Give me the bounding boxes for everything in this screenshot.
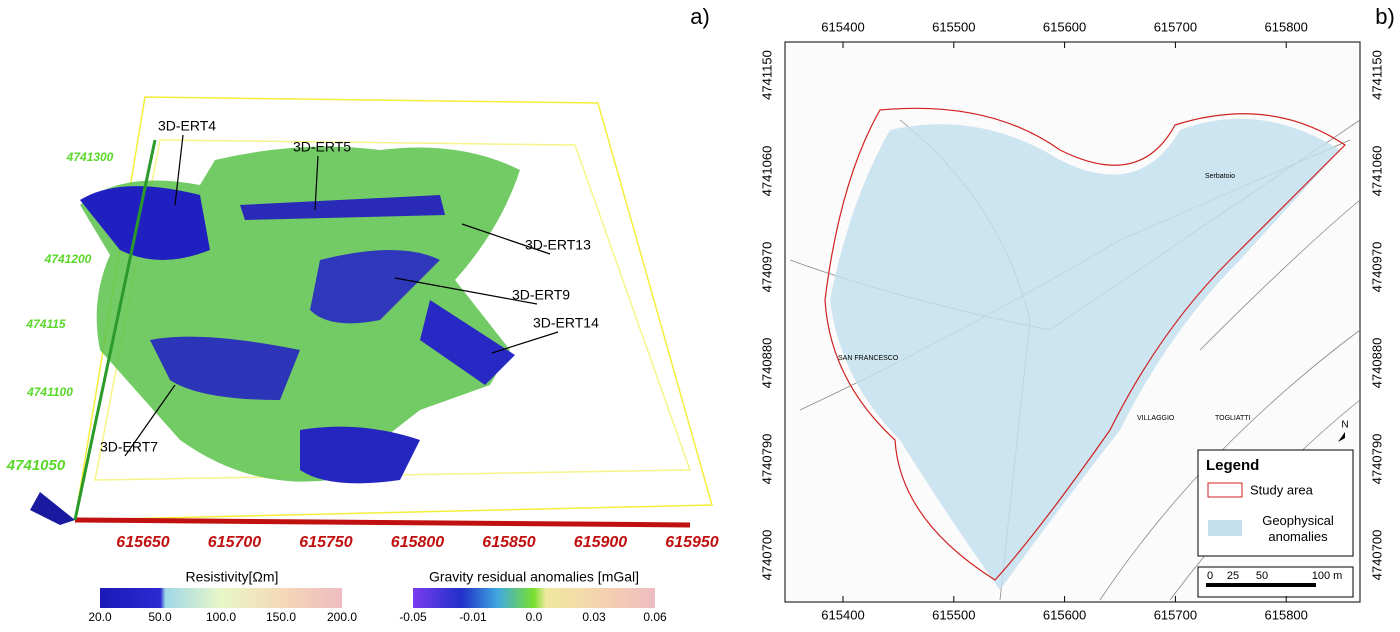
panel-label: a) [690, 4, 710, 29]
x-axis-label: 615800 [1265, 19, 1308, 34]
y-axis-label: 4741150 [1369, 50, 1384, 100]
gravity-colorbar [413, 588, 655, 608]
y-axis-label: 4740790 [1369, 434, 1384, 485]
y-axis-label: 4741100 [26, 385, 73, 399]
y-axis-label: 4740970 [759, 242, 774, 293]
figure: a) Resistivity[Ωm] Gravity residual anom… [0, 0, 1400, 627]
y-axis-label: 4740970 [1369, 242, 1384, 293]
x-axis-label: 615600 [1043, 607, 1086, 622]
x-axis-label: 615700 [1154, 19, 1197, 34]
colorbar-tick-label: 100.0 [206, 610, 236, 624]
y-axis-label: 4741300 [66, 150, 114, 164]
x-axis-label: 615400 [821, 19, 864, 34]
scale-label: 25 [1227, 570, 1239, 582]
resistivity-volume [80, 147, 520, 484]
annotation: 3D-ERT4 [158, 118, 216, 134]
annotation: 3D-ERT14 [533, 315, 599, 331]
y-axis-label: 4741150 [759, 50, 774, 100]
x-axis-label: 615700 [208, 534, 261, 551]
colorbar-title: Gravity residual anomalies [mGal] [429, 569, 639, 585]
annotation: 3D-ERT7 [100, 439, 158, 455]
colorbar-tick-label: -0.05 [399, 610, 427, 624]
x-axis-label: 615750 [299, 534, 352, 551]
panel-label: b) [1375, 4, 1395, 29]
colorbar-tick-label: 50.0 [148, 610, 172, 624]
annotation: 3D-ERT5 [293, 139, 351, 155]
colorbar-tick-label: 0.03 [582, 610, 606, 624]
resistivity-colorbar [100, 588, 342, 608]
x-axis-label: 615600 [1043, 19, 1086, 34]
place-name: VILLAGGIO [1137, 415, 1175, 422]
scale-bar [1206, 583, 1316, 587]
colorbar-tick-label: 0.06 [643, 610, 667, 624]
y-axis-label: 4740700 [1369, 530, 1384, 581]
x-axis-label: 615400 [821, 607, 864, 622]
place-name: SAN FRANCESCO [838, 355, 899, 362]
y-axis-label: 4741060 [1369, 146, 1384, 197]
x-axis-label: 615650 [116, 534, 169, 551]
north-arrow: N [1341, 420, 1348, 431]
place-name: TOGLIATTI [1215, 415, 1251, 422]
annotation: 3D-ERT13 [525, 237, 591, 253]
x-axis-label: 615800 [1265, 607, 1308, 622]
legend-item: Study area [1250, 482, 1314, 497]
scale-label: 50 [1256, 570, 1268, 582]
x-axis-label: 615700 [1154, 607, 1197, 622]
scale-label: 0 [1207, 570, 1213, 582]
place-name: Serbatoio [1205, 173, 1235, 180]
x-axis-label: 615900 [574, 534, 627, 551]
y-axis-label: 4741200 [44, 252, 92, 266]
legend-item: Geophysical anomalies [1248, 513, 1348, 545]
x-axis-label: 615850 [482, 534, 535, 551]
scale-label: 100 m [1312, 570, 1343, 582]
colorbar-title: Resistivity[Ωm] [186, 569, 279, 585]
x-axis-label: 615500 [932, 607, 975, 622]
y-axis-label: 474115 [25, 317, 65, 331]
legend-title: Legend [1206, 457, 1259, 474]
annotation: 3D-ERT9 [512, 287, 570, 303]
legend-item-wrap: Geophysical anomalies [1248, 513, 1348, 549]
y-axis-label: 4740880 [1369, 338, 1384, 389]
x-axis-label: 615800 [391, 534, 444, 551]
colorbar-tick-label: 150.0 [266, 610, 296, 624]
colorbar-tick-label: 0.0 [526, 610, 543, 624]
y-axis-label: 4741060 [759, 146, 774, 197]
y-axis-label: 4740700 [759, 530, 774, 581]
colorbar-tick-label: 20.0 [88, 610, 112, 624]
y-axis-label: 4740790 [759, 434, 774, 485]
y-axis-label: 4740880 [759, 338, 774, 389]
x-axis-label: 615500 [932, 19, 975, 34]
legend-swatch [1208, 520, 1242, 536]
colorbar-tick-label: -0.01 [459, 610, 487, 624]
y-axis-label: 4741050 [6, 457, 66, 474]
colorbar-tick-label: 200.0 [327, 610, 357, 624]
x-axis-label: 615950 [665, 534, 718, 551]
